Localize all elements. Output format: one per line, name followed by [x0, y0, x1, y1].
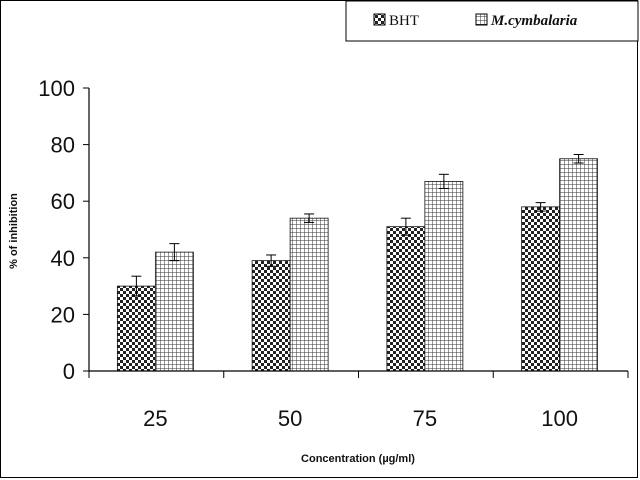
legend-label-mcymbalaria: M.cymbalaria	[490, 13, 578, 29]
x-tick-label: 25	[143, 406, 167, 431]
x-tick-label: 100	[541, 406, 578, 431]
legend-swatch-bht	[373, 13, 386, 26]
y-tick-label: 80	[51, 133, 75, 158]
y-tick-label: 20	[51, 302, 75, 327]
bar-grid-100	[559, 158, 599, 372]
legend: BHT M.cymbalaria	[345, 0, 639, 42]
y-axis-ticks: 0 20 40 60 80 100	[38, 76, 89, 384]
bar-grid-50	[289, 217, 329, 372]
bar-grid-75	[424, 180, 464, 372]
bar-grid-25	[154, 251, 194, 372]
y-tick-label: 0	[63, 359, 75, 384]
bar-checker-25	[116, 285, 156, 372]
y-tick-label: 100	[38, 76, 75, 101]
legend-label-bht: BHT	[389, 13, 419, 29]
bar-checker-75	[386, 226, 426, 372]
y-tick-label: 40	[51, 246, 75, 271]
x-tick-label: 75	[413, 406, 437, 431]
legend-box	[345, 0, 639, 42]
y-tick-label: 60	[51, 189, 75, 214]
y-axis-title: % of inhibition	[8, 193, 20, 269]
x-axis-ticks: 25 50 75 100	[88, 371, 629, 431]
x-axis-title: Concentration (µg/ml)	[301, 453, 415, 465]
bar-checker-100	[521, 206, 561, 372]
x-tick-label: 50	[278, 406, 302, 431]
bar-checker-50	[251, 260, 291, 372]
legend-swatch-mcymbalaria	[475, 13, 488, 26]
bars	[116, 154, 599, 372]
